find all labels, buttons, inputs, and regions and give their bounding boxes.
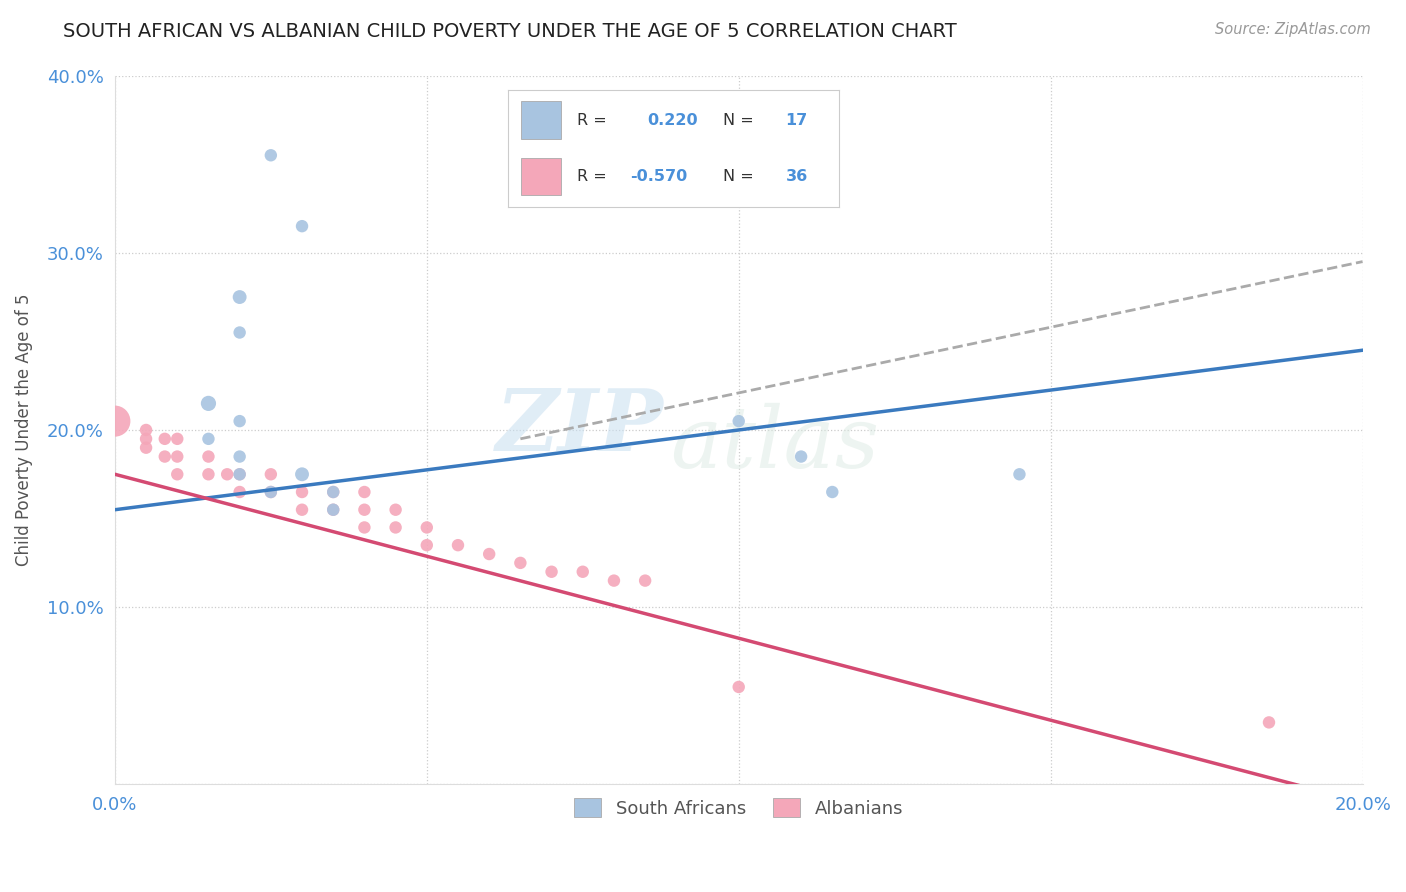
Point xyxy=(727,414,749,428)
Point xyxy=(260,467,283,482)
Legend: South Africans, Albanians: South Africans, Albanians xyxy=(567,791,911,825)
Point xyxy=(727,680,749,694)
Point xyxy=(228,290,250,304)
Text: SOUTH AFRICAN VS ALBANIAN CHILD POVERTY UNDER THE AGE OF 5 CORRELATION CHART: SOUTH AFRICAN VS ALBANIAN CHILD POVERTY … xyxy=(63,22,957,41)
Point xyxy=(322,502,344,516)
Point xyxy=(291,467,314,482)
Point xyxy=(509,556,531,570)
Point xyxy=(166,467,188,482)
Point xyxy=(1008,467,1031,482)
Point xyxy=(166,432,188,446)
Point xyxy=(135,441,157,455)
Point xyxy=(384,520,406,534)
Point xyxy=(228,450,250,464)
Point xyxy=(416,538,439,552)
Point xyxy=(153,450,176,464)
Point xyxy=(104,414,127,428)
Point xyxy=(135,432,157,446)
Point xyxy=(228,326,250,340)
Point xyxy=(260,485,283,500)
Point xyxy=(197,450,219,464)
Point xyxy=(322,485,344,500)
Text: ZIP: ZIP xyxy=(496,384,664,468)
Point xyxy=(197,467,219,482)
Point xyxy=(571,565,593,579)
Point xyxy=(603,574,626,588)
Point xyxy=(353,502,375,516)
Point xyxy=(217,467,239,482)
Point xyxy=(291,485,314,500)
Point xyxy=(197,396,219,410)
Point xyxy=(353,520,375,534)
Point xyxy=(384,502,406,516)
Point xyxy=(228,467,250,482)
Point xyxy=(416,520,439,534)
Point xyxy=(790,450,813,464)
Point xyxy=(228,414,250,428)
Point xyxy=(353,485,375,500)
Point xyxy=(291,219,314,234)
Point xyxy=(291,502,314,516)
Text: Source: ZipAtlas.com: Source: ZipAtlas.com xyxy=(1215,22,1371,37)
Point xyxy=(540,565,562,579)
Point xyxy=(228,485,250,500)
Point xyxy=(322,502,344,516)
Point xyxy=(1258,715,1281,730)
Point xyxy=(153,432,176,446)
Point xyxy=(478,547,501,561)
Point xyxy=(228,467,250,482)
Text: atlas: atlas xyxy=(671,403,879,485)
Point xyxy=(821,485,844,500)
Point xyxy=(634,574,657,588)
Point xyxy=(260,485,283,500)
Point xyxy=(197,432,219,446)
Point xyxy=(447,538,470,552)
Point xyxy=(322,485,344,500)
Point xyxy=(166,450,188,464)
Y-axis label: Child Poverty Under the Age of 5: Child Poverty Under the Age of 5 xyxy=(15,293,32,566)
Point xyxy=(260,148,283,162)
Point xyxy=(135,423,157,437)
